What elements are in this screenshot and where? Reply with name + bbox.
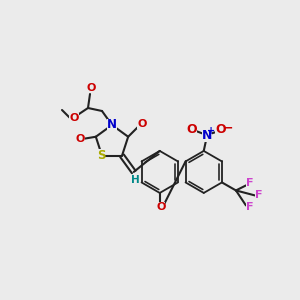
Text: H: H	[131, 175, 140, 185]
Text: F: F	[255, 190, 263, 200]
Text: O: O	[137, 119, 147, 129]
Text: F: F	[246, 202, 254, 212]
Text: N: N	[107, 118, 117, 131]
Text: O: O	[69, 113, 79, 123]
Text: N: N	[202, 129, 212, 142]
Text: O: O	[86, 83, 96, 93]
Text: +: +	[207, 126, 215, 136]
Text: O: O	[215, 123, 226, 136]
Text: O: O	[75, 134, 85, 144]
Text: F: F	[246, 178, 254, 188]
Text: −: −	[223, 122, 233, 134]
Text: O: O	[186, 123, 197, 136]
Text: S: S	[97, 149, 105, 162]
Text: O: O	[156, 202, 165, 212]
